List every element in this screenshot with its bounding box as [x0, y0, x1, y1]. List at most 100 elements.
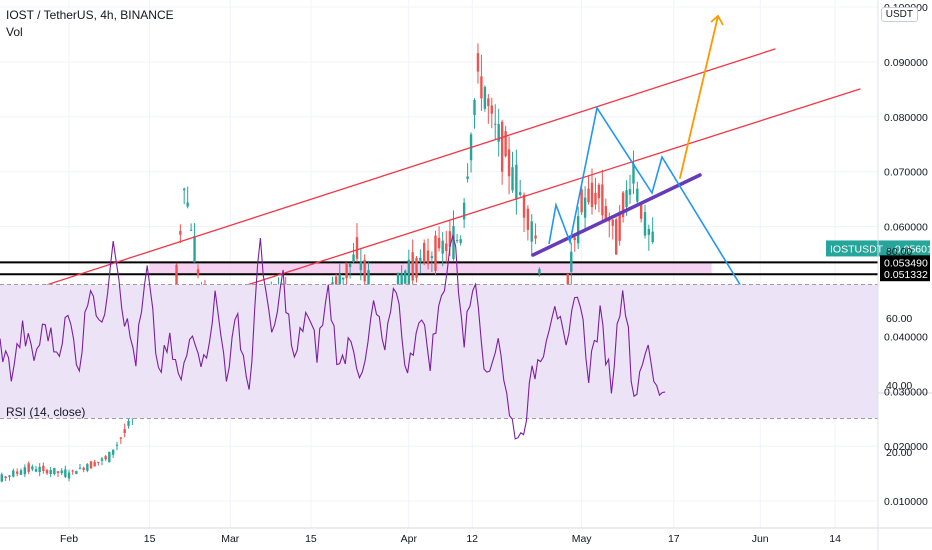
- candle-body: [396, 272, 400, 292]
- rsi-tick-label: 80.00: [886, 246, 912, 258]
- candle-body: [587, 188, 590, 203]
- time-tick-label: Apr: [401, 533, 418, 545]
- price-tick-label: 0.040000: [884, 331, 928, 343]
- candle-body: [86, 464, 89, 471]
- candle-body: [497, 124, 500, 142]
- candle-body: [538, 269, 541, 275]
- candle-body: [434, 235, 437, 271]
- time-tick-label: May: [572, 533, 593, 545]
- candle-body: [441, 240, 444, 254]
- candle-body: [186, 202, 189, 207]
- price-tick-label: 0.080000: [884, 112, 928, 124]
- price-tick-label: 0.010000: [884, 496, 928, 508]
- candle-body: [415, 257, 418, 278]
- candle-body: [526, 208, 530, 230]
- rsi-tick-label: 20.00: [886, 447, 912, 459]
- candle-body: [75, 470, 78, 475]
- time-tick-label: Mar: [221, 533, 240, 545]
- candle-body: [445, 243, 448, 251]
- candle-body: [504, 131, 507, 157]
- candle-body: [522, 194, 526, 218]
- time-tick-label: Jun: [752, 533, 769, 545]
- candle-body: [590, 182, 594, 208]
- candle-body: [639, 203, 643, 219]
- candle-body: [359, 261, 363, 271]
- candle-body: [4, 476, 7, 479]
- candle-body: [367, 270, 370, 293]
- candle-body: [189, 229, 193, 231]
- level-1-label: 0.053490: [884, 257, 928, 269]
- candle-body: [462, 202, 466, 220]
- candle-body: [93, 461, 96, 467]
- rsi-tick-label: 60.00: [886, 313, 912, 325]
- candle-body: [490, 105, 493, 114]
- candle-body: [400, 273, 403, 290]
- chart-title: IOST / TetherUS, 4h, BINANCE: [6, 8, 174, 22]
- candle-body: [31, 466, 34, 470]
- candle-body: [511, 167, 514, 191]
- time-tick-label: Feb: [60, 533, 78, 545]
- rsi-label: RSI (14, close): [6, 405, 86, 419]
- candle-body: [594, 192, 597, 205]
- candle-body: [82, 467, 85, 470]
- candle-body: [345, 262, 348, 279]
- candle-body: [352, 254, 355, 263]
- candle-body: [459, 239, 462, 243]
- candle-body: [573, 237, 576, 241]
- candle-body: [407, 259, 411, 287]
- time-tick-label: 12: [466, 533, 478, 545]
- candle-body: [530, 221, 533, 242]
- candle-body: [19, 470, 23, 475]
- candle-body: [647, 229, 651, 235]
- candle-body: [651, 231, 654, 243]
- currency-badge[interactable]: USDT: [880, 7, 918, 22]
- price-tick-label: 0.090000: [884, 57, 928, 69]
- candle-body: [419, 257, 422, 263]
- candle-body: [45, 470, 49, 474]
- time-tick-label: 14: [829, 533, 841, 545]
- orange-arrowhead: [710, 14, 724, 26]
- time-tick-label: 15: [144, 533, 156, 545]
- channel-upper-line: [0, 48, 776, 301]
- candle-body: [49, 469, 52, 475]
- candle-body: [437, 237, 441, 249]
- candle-body: [601, 184, 604, 216]
- candle-body: [583, 197, 587, 218]
- candle-body: [8, 475, 11, 477]
- support-zone-fill: [149, 261, 712, 276]
- candle-body: [628, 189, 632, 195]
- candle-body: [64, 469, 67, 477]
- candle-body: [104, 456, 107, 460]
- candle-body: [111, 449, 115, 455]
- candle-body: [404, 270, 407, 284]
- candle-body: [34, 469, 38, 472]
- level-2-tag: [880, 267, 930, 282]
- candle-body: [123, 429, 126, 434]
- bullish-projection-line: [679, 15, 719, 179]
- candle-body: [27, 463, 30, 472]
- candle-body: [580, 189, 583, 213]
- candle-body: [430, 256, 434, 259]
- candle-body: [466, 176, 469, 180]
- candle-body: [643, 212, 647, 236]
- candle-body: [576, 216, 580, 244]
- candle-body: [515, 164, 518, 200]
- candle-body: [632, 163, 635, 184]
- candle-body: [127, 421, 130, 426]
- candle-body: [611, 219, 614, 226]
- candle-body: [12, 470, 15, 477]
- candle-body: [38, 466, 41, 473]
- candle-body: [625, 190, 628, 208]
- candle-body: [348, 262, 352, 268]
- candle-body: [108, 451, 111, 463]
- level-2-label: 0.051332: [884, 269, 928, 281]
- level-1-tag: [880, 255, 930, 270]
- candle-body: [334, 276, 338, 288]
- price-tick-label: 0.060000: [884, 222, 928, 234]
- candle-body: [426, 250, 430, 265]
- candle-body: [115, 444, 119, 446]
- candle-body: [621, 192, 625, 218]
- candle-body: [507, 149, 511, 177]
